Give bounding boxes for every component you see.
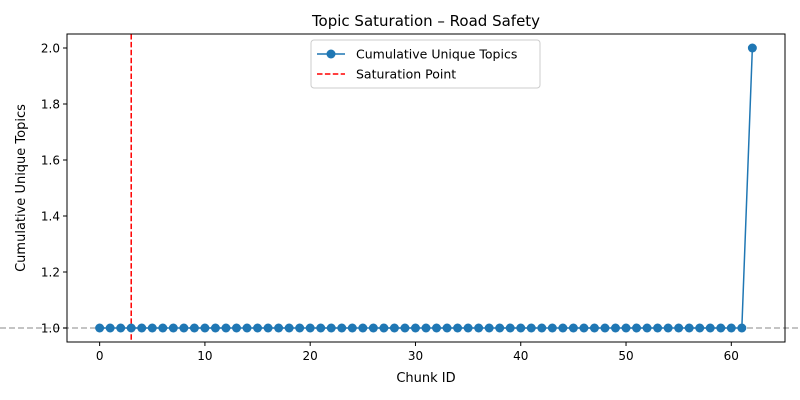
x-tick-label: 60: [724, 349, 739, 363]
data-point: [253, 323, 263, 333]
data-point: [358, 323, 368, 333]
data-point: [400, 323, 410, 333]
data-point: [231, 323, 241, 333]
y-tick-label: 1.6: [41, 154, 60, 168]
data-point: [410, 323, 420, 333]
x-tick-label: 40: [513, 349, 528, 363]
data-point: [726, 323, 736, 333]
data-point: [379, 323, 389, 333]
data-point: [347, 323, 357, 333]
legend-saturation-label: Saturation Point: [356, 67, 456, 82]
data-point: [137, 323, 147, 333]
data-point: [337, 323, 347, 333]
data-point: [463, 323, 473, 333]
y-axis-ticks: 1.0 1.2 1.4 1.6 1.8 2.0: [41, 42, 67, 336]
legend-box: [310, 39, 541, 89]
data-point: [453, 323, 463, 333]
data-point: [221, 323, 231, 333]
data-point: [200, 323, 210, 333]
data-point: [684, 323, 694, 333]
data-point: [305, 323, 315, 333]
data-point: [632, 323, 642, 333]
data-point: [663, 323, 673, 333]
legend-series-label: Cumulative Unique Topics: [356, 47, 517, 62]
data-point: [474, 323, 484, 333]
data-point: [421, 323, 431, 333]
series-layer: [95, 43, 757, 333]
data-point: [558, 323, 568, 333]
data-point: [263, 323, 273, 333]
y-tick-label: 1.4: [41, 210, 60, 224]
y-tick-label: 2.0: [41, 42, 60, 56]
data-point: [495, 323, 505, 333]
legend-series-marker: [326, 49, 336, 59]
data-point: [589, 323, 599, 333]
data-point: [484, 323, 494, 333]
data-point: [295, 323, 305, 333]
data-point: [179, 323, 189, 333]
y-tick-label: 1.8: [41, 98, 60, 112]
x-tick-label: 10: [197, 349, 212, 363]
y-axis-label: Cumulative Unique Topics: [14, 104, 29, 272]
x-tick-label: 20: [303, 349, 318, 363]
data-point: [705, 323, 715, 333]
data-point: [368, 323, 378, 333]
y-tick-label: 1.2: [41, 266, 60, 280]
data-point: [526, 323, 536, 333]
y-tick-label: 1.0: [41, 322, 60, 336]
data-point: [695, 323, 705, 333]
data-point: [611, 323, 621, 333]
data-point: [116, 323, 126, 333]
data-point: [95, 323, 105, 333]
x-axis-ticks: 0 10 20 30 40 50 60: [96, 342, 739, 363]
data-point: [600, 323, 610, 333]
x-tick-label: 30: [408, 349, 423, 363]
data-point: [674, 323, 684, 333]
data-point: [147, 323, 157, 333]
x-axis-label: Chunk ID: [396, 371, 455, 386]
chart-title: Topic Saturation – Road Safety: [311, 12, 540, 30]
plot-area-frame: [66, 33, 786, 343]
data-point: [537, 323, 547, 333]
legend: Cumulative Unique Topics Saturation Poin…: [310, 39, 541, 89]
data-point: [516, 323, 526, 333]
data-point: [284, 323, 294, 333]
data-point: [432, 323, 442, 333]
data-point: [579, 323, 589, 333]
data-point: [316, 323, 326, 333]
data-point: [621, 323, 631, 333]
data-point: [168, 323, 178, 333]
data-point: [642, 323, 652, 333]
data-point: [747, 43, 757, 53]
data-point: [242, 323, 252, 333]
x-tick-label: 50: [618, 349, 633, 363]
data-point: [274, 323, 284, 333]
data-point: [653, 323, 663, 333]
data-point: [389, 323, 399, 333]
data-point: [189, 323, 199, 333]
x-tick-label: 0: [96, 349, 104, 363]
data-point: [716, 323, 726, 333]
data-point: [737, 323, 747, 333]
data-point: [505, 323, 515, 333]
data-point: [126, 323, 136, 333]
data-point: [547, 323, 557, 333]
data-point: [442, 323, 452, 333]
data-point: [158, 323, 168, 333]
data-point: [326, 323, 336, 333]
data-point: [210, 323, 220, 333]
data-point: [105, 323, 115, 333]
data-point: [568, 323, 578, 333]
